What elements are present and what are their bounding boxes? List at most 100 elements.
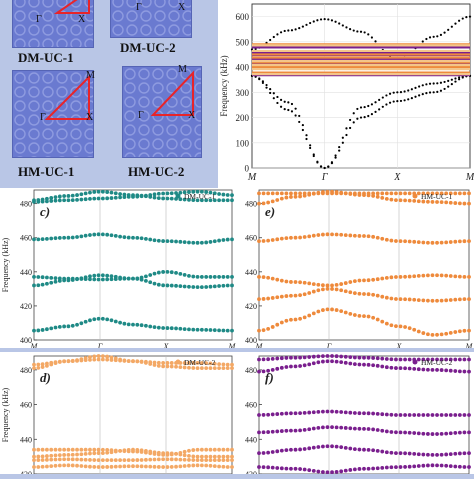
band-point [100, 232, 105, 237]
y-tick-label: 420 [245, 302, 257, 311]
band-point [316, 282, 321, 287]
band-point [348, 410, 353, 415]
band-point [165, 283, 170, 288]
band-point [339, 425, 344, 430]
band-point [352, 29, 355, 32]
band-point [126, 458, 131, 463]
band-point [407, 413, 412, 417]
band-point [100, 189, 105, 194]
band-point [462, 201, 467, 206]
band-point [204, 327, 209, 332]
band-point [293, 364, 298, 369]
band-point [217, 464, 221, 469]
band-point [289, 355, 293, 360]
band-point [212, 239, 217, 244]
band-point [40, 362, 45, 367]
band-point [444, 298, 449, 303]
band-point [96, 447, 101, 452]
band-point [204, 366, 209, 371]
band-point [289, 280, 293, 284]
band-point [435, 191, 439, 196]
band-point [57, 324, 62, 329]
band-point [96, 196, 101, 201]
x-tick-label: M [255, 342, 264, 348]
band-point [454, 80, 457, 83]
band-point [389, 450, 394, 455]
band-point [113, 277, 118, 281]
band-point [257, 191, 261, 196]
band-point [467, 191, 471, 196]
band-point [403, 239, 407, 244]
band-point [79, 234, 84, 239]
band-point [453, 431, 458, 435]
band-point [305, 134, 308, 137]
band-point [294, 28, 297, 31]
band-point [152, 325, 157, 330]
band-point [389, 238, 394, 243]
band-point [392, 91, 395, 94]
band-point [174, 457, 178, 462]
band-point [385, 103, 388, 106]
band-point [366, 355, 371, 360]
band-point [279, 294, 284, 299]
band-point [465, 16, 468, 19]
band-point [217, 366, 221, 371]
band-point [40, 464, 45, 469]
band-point [298, 411, 302, 416]
band-point [309, 21, 312, 25]
band-point [430, 298, 435, 303]
band-point [407, 198, 412, 203]
point-label-gamma: Γ [40, 112, 46, 123]
band-point [266, 357, 271, 362]
band-point [450, 25, 453, 28]
band-point [298, 293, 302, 298]
band-point [187, 273, 191, 278]
band-point [118, 448, 122, 453]
band-point [169, 283, 174, 288]
band-point [426, 452, 430, 457]
band-point [289, 293, 293, 298]
band-point [421, 40, 424, 43]
main-band-svg: 0 100 200 300 400 500 600 M Γ X M Frequency (kHz) [219, 3, 474, 183]
band-point [432, 35, 435, 38]
band-point [334, 287, 339, 292]
y-tick-label: 420 [20, 470, 32, 474]
band-point [301, 25, 304, 28]
band-point [199, 275, 204, 279]
band-point [187, 463, 191, 468]
band-point [261, 413, 266, 417]
band-point [321, 283, 325, 288]
band-point [467, 239, 471, 244]
band-point [352, 426, 357, 431]
band-point [195, 454, 200, 459]
band-point [403, 99, 406, 102]
band-point [367, 33, 370, 36]
band-point [371, 466, 376, 471]
band-point [135, 194, 140, 199]
band-point [88, 277, 92, 282]
band-point [269, 91, 272, 95]
band-point [425, 37, 428, 41]
band-point [62, 276, 67, 281]
band-point [169, 196, 174, 201]
band-point [284, 191, 289, 196]
band-point [334, 409, 339, 414]
band-point [421, 331, 426, 335]
band-point [161, 364, 166, 369]
band-point [321, 191, 325, 196]
band-point [131, 194, 135, 199]
band-point [467, 451, 471, 456]
band-point [366, 411, 371, 416]
band-point [191, 454, 196, 459]
band-point [462, 413, 467, 417]
band-point [279, 105, 283, 108]
band-point [92, 277, 97, 282]
band-point [394, 413, 398, 417]
band-point [169, 465, 174, 469]
band-point [208, 361, 213, 366]
band-point [444, 463, 449, 468]
band-point [276, 101, 279, 105]
band-point [182, 284, 187, 289]
band-point [439, 240, 444, 245]
band-point [92, 357, 97, 362]
